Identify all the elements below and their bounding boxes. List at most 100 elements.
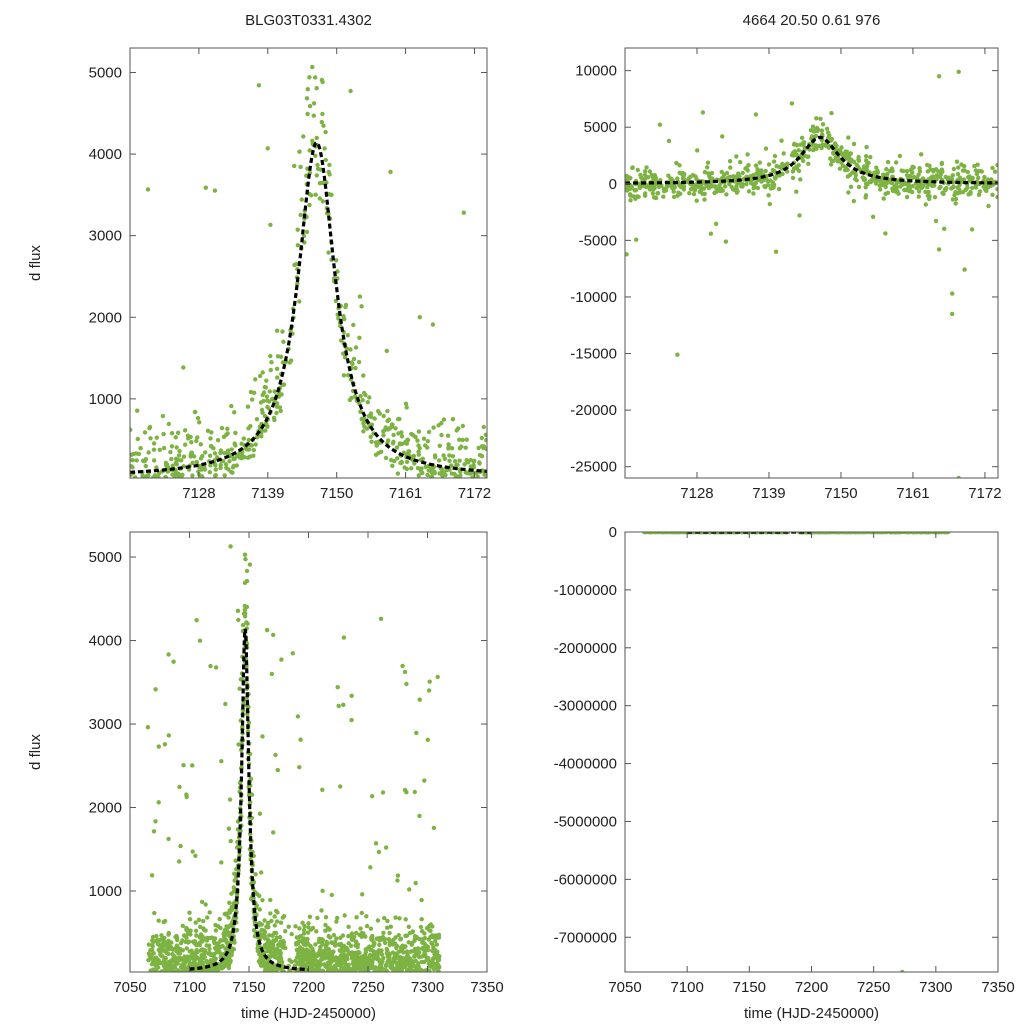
data-point xyxy=(320,888,325,893)
y-tick-label: 5000 xyxy=(89,549,122,566)
data-point xyxy=(828,162,834,167)
y-tick-label: 4000 xyxy=(89,146,122,163)
data-point xyxy=(233,430,238,436)
data-point xyxy=(756,172,761,177)
data-point xyxy=(310,64,315,70)
data-point xyxy=(431,825,437,831)
data-point xyxy=(630,165,635,170)
data-point xyxy=(403,917,408,922)
data-point xyxy=(849,157,854,162)
data-point xyxy=(161,431,166,437)
data-point xyxy=(334,936,339,941)
data-point xyxy=(400,663,405,669)
data-point xyxy=(322,146,327,151)
data-point xyxy=(281,339,286,344)
data-point xyxy=(163,956,168,961)
data-point xyxy=(435,968,441,972)
data-point xyxy=(315,915,320,921)
data-point xyxy=(368,952,373,958)
outlier-point xyxy=(956,475,961,478)
data-point xyxy=(719,186,724,192)
data-point xyxy=(251,447,256,453)
data-point xyxy=(367,957,373,963)
data-point xyxy=(699,532,704,535)
data-point xyxy=(363,952,368,957)
data-point xyxy=(203,450,208,455)
data-point xyxy=(995,162,998,168)
data-point xyxy=(169,444,175,449)
data-point xyxy=(956,165,961,170)
x-tick-label: 7300 xyxy=(919,979,952,996)
data-point xyxy=(406,449,412,454)
data-point xyxy=(310,949,315,954)
data-point xyxy=(325,925,331,931)
data-point xyxy=(932,195,938,200)
scatter-points xyxy=(625,69,998,478)
data-point xyxy=(263,945,268,950)
data-point xyxy=(200,934,205,939)
data-point xyxy=(416,452,421,457)
x-tick-label: 7250 xyxy=(351,979,384,996)
data-point xyxy=(479,454,485,459)
data-point xyxy=(213,665,219,670)
data-point xyxy=(902,187,908,193)
data-point xyxy=(300,920,305,925)
data-point xyxy=(428,466,434,471)
data-point xyxy=(207,969,212,972)
data-point xyxy=(396,949,401,954)
data-point xyxy=(338,784,343,789)
data-point xyxy=(715,188,720,194)
data-point xyxy=(220,943,225,949)
data-point xyxy=(346,951,351,956)
data-point xyxy=(449,463,454,468)
data-point xyxy=(245,455,251,460)
data-point xyxy=(315,162,320,168)
data-point xyxy=(773,249,779,254)
data-point xyxy=(215,968,220,972)
data-point xyxy=(135,436,140,442)
y-tick-label: 1000 xyxy=(89,391,122,408)
data-point xyxy=(268,222,273,227)
data-point xyxy=(328,954,333,960)
data-point xyxy=(359,934,364,939)
data-point xyxy=(219,425,225,431)
data-point xyxy=(384,946,389,952)
data-point xyxy=(283,945,288,951)
data-point xyxy=(327,162,332,168)
data-point xyxy=(401,950,406,955)
data-point xyxy=(672,185,677,190)
data-point xyxy=(369,962,374,968)
data-point xyxy=(290,651,295,656)
data-point xyxy=(642,169,648,174)
data-point xyxy=(381,956,386,961)
data-point xyxy=(871,172,877,177)
outlier-point xyxy=(900,969,905,972)
data-point xyxy=(334,258,339,263)
data-point xyxy=(373,965,378,970)
data-point xyxy=(364,955,369,961)
data-point xyxy=(383,455,389,461)
data-point xyxy=(395,965,401,970)
data-point xyxy=(842,167,848,173)
data-point xyxy=(937,185,942,191)
data-point xyxy=(674,160,679,166)
data-point xyxy=(404,405,409,410)
data-point xyxy=(264,627,270,633)
data-point xyxy=(152,959,158,964)
data-point xyxy=(244,568,250,574)
data-point xyxy=(267,933,272,938)
data-point xyxy=(973,168,978,173)
x-tick-label: 7172 xyxy=(458,485,491,502)
data-point xyxy=(323,129,328,135)
data-point xyxy=(447,458,452,463)
data-point xyxy=(320,968,326,972)
data-point xyxy=(156,958,161,964)
data-point xyxy=(359,304,364,309)
data-point xyxy=(822,143,827,148)
data-point xyxy=(629,185,634,191)
data-point xyxy=(301,927,307,933)
data-point xyxy=(398,945,404,950)
data-point xyxy=(757,160,762,165)
data-point xyxy=(329,892,334,898)
data-point xyxy=(946,175,952,180)
